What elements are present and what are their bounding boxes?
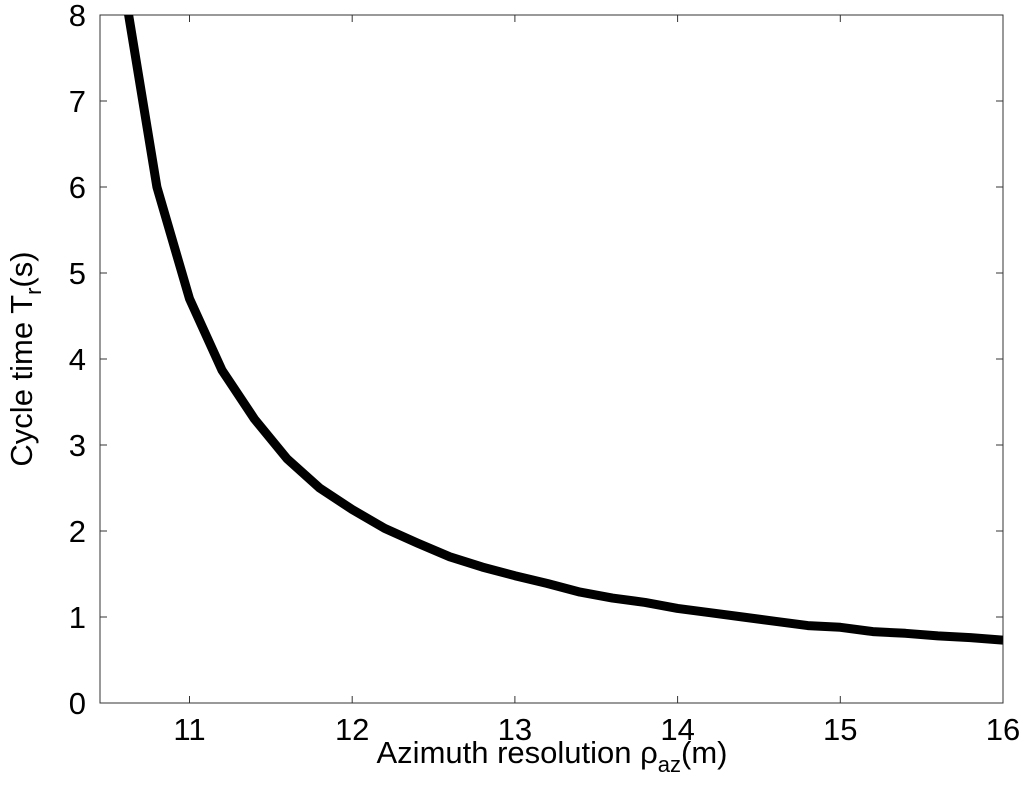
plot-frame xyxy=(99,14,1004,704)
y-tick-label: 0 xyxy=(69,686,86,721)
y-axis-label: Cycle time Tr(s) xyxy=(4,251,46,466)
y-axis-label-prefix: Cycle time T xyxy=(4,295,39,467)
y-tick-label: 6 xyxy=(69,170,86,205)
y-tick-label: 4 xyxy=(69,342,86,377)
y-axis-label-subscript: r xyxy=(21,288,46,295)
x-axis-label-subscript: az xyxy=(658,752,681,777)
x-tick-label: 13 xyxy=(498,712,532,747)
y-tick-label: 1 xyxy=(69,600,86,635)
x-tick-label: 15 xyxy=(823,712,857,747)
y-axis-ticks: 0 1 2 3 4 5 6 7 8 xyxy=(69,0,1003,721)
y-tick-label: 5 xyxy=(69,256,86,291)
series-line xyxy=(124,15,1003,645)
y-tick-label: 2 xyxy=(69,514,86,549)
y-tick-label: 7 xyxy=(69,84,86,119)
x-axis-label-prefix: Azimuth resolution xyxy=(377,735,641,770)
x-axis-label: Azimuth resolution ρaz(m) xyxy=(377,735,728,777)
y-tick-label: 3 xyxy=(69,428,86,463)
x-axis-label-symbol: ρ xyxy=(640,735,658,770)
x-tick-label: 11 xyxy=(173,712,205,747)
x-tick-label: 16 xyxy=(986,712,1020,747)
y-tick-label: 8 xyxy=(69,0,86,33)
x-axis-ticks: 11 12 13 14 15 16 xyxy=(173,15,1020,747)
x-tick-label: 12 xyxy=(335,712,369,747)
x-axis-label-suffix: (m) xyxy=(681,735,727,770)
y-axis-label-suffix: (s) xyxy=(4,251,39,287)
x-tick-label: 14 xyxy=(660,712,694,747)
